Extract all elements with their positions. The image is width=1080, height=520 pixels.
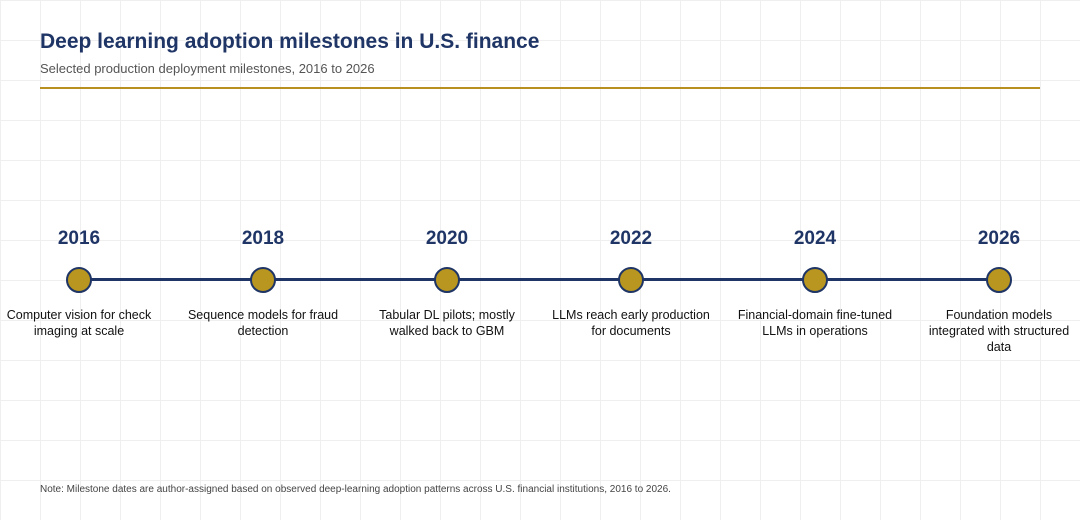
milestone-dot [618, 267, 644, 293]
milestone-description: Sequence models for fraud detection [187, 308, 339, 338]
milestone-dot [66, 267, 92, 293]
milestone-description: Computer vision for check imaging at sca… [6, 308, 152, 338]
timeline-line [79, 278, 1000, 281]
title-rule [40, 87, 1040, 89]
milestone: 2018 Sequence models for fraud detection [183, 0, 343, 520]
milestone-dot [986, 267, 1012, 293]
milestone-year: 2026 [977, 228, 1021, 249]
milestone-dot [802, 267, 828, 293]
milestone-description: LLMs reach early production for document… [552, 308, 710, 338]
milestone-year: 2018 [241, 228, 285, 249]
milestone-year: 2016 [57, 228, 101, 249]
milestone-description: Foundation models integrated with struct… [928, 308, 1070, 354]
milestone-dot [250, 267, 276, 293]
chart-subtitle: Selected production deployment milestone… [40, 61, 375, 76]
chart-title: Deep learning adoption milestones in U.S… [40, 30, 540, 53]
milestone-description: Financial-domain fine-tuned LLMs in oper… [737, 308, 893, 338]
milestone-description: Tabular DL pilots; mostly walked back to… [379, 308, 515, 338]
milestone: 2022 LLMs reach early production for doc… [551, 0, 711, 520]
milestone: 2020 Tabular DL pilots; mostly walked ba… [367, 0, 527, 520]
milestone-year: 2022 [609, 228, 653, 249]
milestone: 2026 Foundation models integrated with s… [919, 0, 1079, 520]
milestone-year: 2024 [793, 228, 837, 249]
milestone: 2024 Financial-domain fine-tuned LLMs in… [735, 0, 895, 520]
milestone-year: 2020 [425, 228, 469, 249]
milestone: 2016 Computer vision for check imaging a… [0, 0, 159, 520]
footnote: Note: Milestone dates are author-assigne… [40, 484, 671, 495]
milestone-dot [434, 267, 460, 293]
